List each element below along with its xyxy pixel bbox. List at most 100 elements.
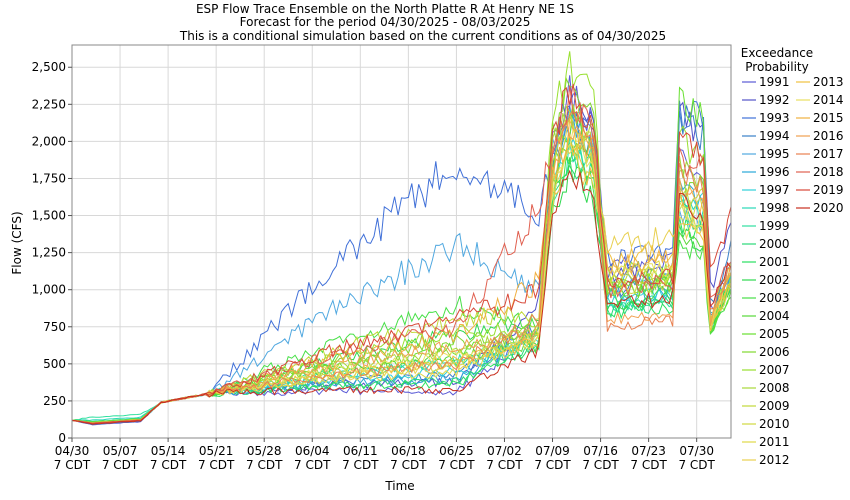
legend-item-2015: 2015	[796, 111, 844, 125]
legend-item-2020: 2020	[796, 201, 844, 215]
legend-item-1997: 1997	[742, 183, 790, 197]
legend-label: 1997	[759, 183, 790, 197]
legend-label: 2006	[759, 345, 790, 359]
legend-item-1998: 1998	[742, 201, 790, 215]
legend-label: 1993	[759, 111, 790, 125]
x-tick-date: 06/11	[343, 444, 378, 458]
legend-label: 2008	[759, 381, 790, 395]
legend-title-line-1: Exceedance	[741, 46, 813, 60]
legend-label: 1998	[759, 201, 790, 215]
y-tick-label: 1,250	[32, 246, 66, 260]
x-tick-tz: 7 CDT	[102, 458, 139, 472]
x-tick-tz: 7 CDT	[534, 458, 571, 472]
series-line-2019	[71, 83, 732, 424]
legend-label: 2004	[759, 309, 790, 323]
legend-item-2003: 2003	[742, 291, 790, 305]
x-tick-date: 07/16	[583, 444, 618, 458]
legend-item-1993: 1993	[742, 111, 790, 125]
legend-label: 2010	[759, 417, 790, 431]
legend-label: 1994	[759, 129, 790, 143]
legend-label: 2017	[813, 147, 844, 161]
legend-item-2013: 2013	[796, 75, 844, 89]
y-tick-label: 250	[43, 394, 66, 408]
legend-item-2004: 2004	[742, 309, 790, 323]
legend-label: 2012	[759, 453, 790, 467]
legend-label: 2015	[813, 111, 844, 125]
legend-item-1996: 1996	[742, 165, 790, 179]
legend-item-1994: 1994	[742, 129, 790, 143]
legend-item-2018: 2018	[796, 165, 844, 179]
legend-label: 2013	[813, 75, 844, 89]
x-tick-tz: 7 CDT	[54, 458, 91, 472]
legend-item-2005: 2005	[742, 327, 790, 341]
legend-label: 2019	[813, 183, 844, 197]
legend-label: 2018	[813, 165, 844, 179]
x-tick-tz: 7 CDT	[582, 458, 619, 472]
legend-label: 1999	[759, 219, 790, 233]
legend-label: 1995	[759, 147, 790, 161]
legend-label: 2011	[759, 435, 790, 449]
x-tick-tz: 7 CDT	[246, 458, 283, 472]
legend-label: 2016	[813, 129, 844, 143]
legend-label: 2020	[813, 201, 844, 215]
series-lines	[71, 51, 732, 426]
legend-label: 2002	[759, 273, 790, 287]
legend-item-1992: 1992	[742, 93, 790, 107]
x-tick-tz: 7 CDT	[342, 458, 379, 472]
legend-item-2007: 2007	[742, 363, 790, 377]
x-tick-tz: 7 CDT	[630, 458, 667, 472]
series-line-2020	[71, 169, 732, 425]
legend-label: 2003	[759, 291, 790, 305]
x-tick-tz: 7 CDT	[294, 458, 331, 472]
y-tick-label: 2,500	[32, 60, 66, 74]
x-tick-tz: 7 CDT	[390, 458, 427, 472]
y-axis-ticks: 0 250 500 750 1,000 1,250 1,500 1,750 2,000 2,250…	[32, 60, 72, 445]
x-tick-date: 07/23	[631, 444, 666, 458]
legend-label: 1996	[759, 165, 790, 179]
y-tick-label: 0	[58, 431, 66, 445]
plot-frame	[71, 44, 732, 439]
x-tick-tz: 7 CDT	[150, 458, 187, 472]
y-tick-label: 500	[43, 357, 66, 371]
legend-item-2011: 2011	[742, 435, 790, 449]
x-tick-date: 06/18	[391, 444, 426, 458]
x-tick-tz: 7 CDT	[438, 458, 475, 472]
y-tick-label: 750	[43, 320, 66, 334]
legend-item-1995: 1995	[742, 147, 790, 161]
legend-item-2012: 2012	[742, 453, 790, 467]
legend-item-2017: 2017	[796, 147, 844, 161]
legend-item-2009: 2009	[742, 399, 790, 413]
legend-item-2006: 2006	[742, 345, 790, 359]
x-tick-date: 07/02	[487, 444, 522, 458]
legend-title-line-2: Probability	[745, 60, 808, 74]
x-tick-date: 07/30	[679, 444, 714, 458]
legend-item-2000: 2000	[742, 237, 790, 251]
y-tick-label: 2,000	[32, 134, 66, 148]
x-tick-tz: 7 CDT	[198, 458, 235, 472]
legend-item-2014: 2014	[796, 93, 844, 107]
x-axis-label: Time	[384, 479, 414, 493]
y-tick-label: 2,250	[32, 97, 66, 111]
legend-label: 1992	[759, 93, 790, 107]
legend-item-2010: 2010	[742, 417, 790, 431]
legend-item-2008: 2008	[742, 381, 790, 395]
legend-label: 2007	[759, 363, 790, 377]
legend-label: 2001	[759, 255, 790, 269]
y-tick-label: 1,750	[32, 171, 66, 185]
legend-label: 2014	[813, 93, 844, 107]
legend-label: 2005	[759, 327, 790, 341]
x-tick-tz: 7 CDT	[678, 458, 715, 472]
x-tick-date: 05/21	[199, 444, 234, 458]
legend-item-2016: 2016	[796, 129, 844, 143]
legend-item-2002: 2002	[742, 273, 790, 287]
title-line-1: ESP Flow Trace Ensemble on the North Pla…	[196, 2, 574, 16]
x-tick-tz: 7 CDT	[486, 458, 523, 472]
legend-label: 1991	[759, 75, 790, 89]
x-tick-date: 05/28	[247, 444, 282, 458]
legend: Exceedance Probability 1991 1992 1993 1994 1…	[741, 46, 844, 467]
x-tick-date: 06/25	[439, 444, 474, 458]
x-tick-date: 04/30	[55, 444, 90, 458]
y-tick-label: 1,000	[32, 283, 66, 297]
